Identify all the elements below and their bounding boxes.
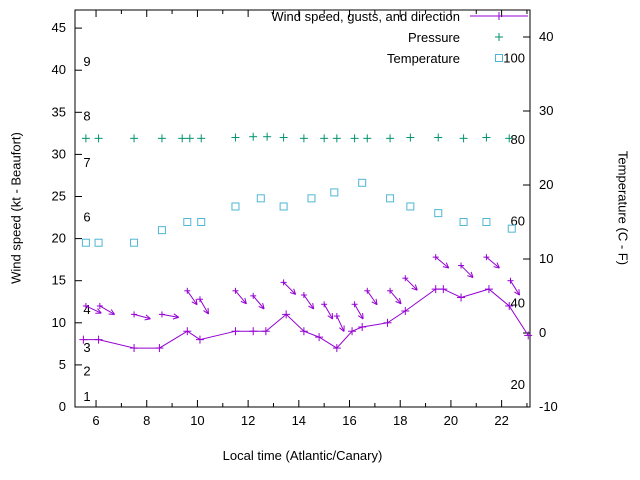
x-tick-label: 12: [241, 413, 255, 428]
y-left-tick-label: 5: [59, 357, 66, 372]
x-tick-label: 20: [444, 413, 458, 428]
pressure-series: [81, 132, 514, 143]
x-tick-label: 8: [143, 413, 150, 428]
beaufort-label: 8: [83, 109, 90, 124]
legend-label-wind: Wind speed, gusts, and direction: [271, 8, 460, 24]
pressure-scale-label: 20: [511, 377, 525, 392]
legend-item-pressure: Pressure: [408, 27, 528, 47]
beaufort-scale-labels: 1 2 3 4 6 7 8 9: [83, 54, 90, 404]
y-left-tick-label: 25: [52, 189, 66, 204]
y-left-tick-label: 0: [59, 399, 66, 414]
y-right-tick-label: -10: [539, 399, 558, 414]
y-right-tick-label: 10: [539, 251, 553, 266]
beaufort-label: 1: [83, 389, 90, 404]
y-right-axis-ticks: -10 0 10 20 30 40: [523, 29, 558, 414]
y-left-tick-label: 10: [52, 315, 66, 330]
beaufort-label: 6: [83, 210, 90, 225]
pressure-scale-label: 100: [503, 50, 525, 65]
y-left-tick-label: 30: [52, 146, 66, 161]
x-tick-label: 10: [190, 413, 204, 428]
y-left-tick-label: 20: [52, 231, 66, 246]
y-right-tick-label: 20: [539, 177, 553, 192]
legend-label-temperature: Temperature: [387, 50, 460, 66]
y-left-axis-ticks: 0 5 10 15 20 25 30 35 40 45: [52, 20, 82, 414]
beaufort-label: 2: [83, 364, 90, 379]
y-right-tick-label: 40: [539, 29, 553, 44]
y-right-tick-label: 0: [539, 325, 546, 340]
beaufort-label: 3: [83, 340, 90, 355]
y-left-tick-label: 15: [52, 273, 66, 288]
beaufort-label: 9: [83, 54, 90, 69]
beaufort-label: 7: [83, 155, 90, 170]
y-left-tick-label: 40: [52, 62, 66, 77]
wind-speed-series: [79, 285, 533, 353]
pressure-scale-label: 60: [511, 214, 525, 229]
legend-sample-temperature-square-icon: [470, 51, 528, 65]
legend-sample-wind-line-icon: [470, 9, 528, 23]
legend-item-temperature: Temperature: [387, 48, 528, 68]
y-axis-title-right: Temperature (C - F): [615, 150, 631, 266]
y-axis-title-left: Wind speed (kt - Beaufort): [8, 132, 24, 284]
y-left-tick-label: 35: [52, 104, 66, 119]
y-right-tick-label: 30: [539, 103, 553, 118]
plot-border: [74, 9, 531, 408]
legend-label-pressure: Pressure: [407, 29, 460, 45]
x-tick-label: 14: [292, 413, 306, 428]
y-left-tick-label: 45: [52, 20, 66, 35]
x-tick-label: 22: [494, 413, 508, 428]
temperature-series: [81, 178, 516, 247]
x-tick-label: 16: [342, 413, 356, 428]
x-tick-label: 6: [92, 413, 99, 428]
beaufort-label: 4: [83, 302, 90, 317]
pressure-scale-labels: 20 40 60 80 100: [503, 50, 525, 392]
legend-sample-pressure-plus-icon: [470, 30, 528, 44]
x-axis-title: Local time (Atlantic/Canary): [222, 448, 383, 463]
pressure-scale-label: 40: [511, 295, 525, 310]
pressure-scale-label: 80: [511, 132, 525, 147]
gust-direction-arrows: [82, 254, 520, 332]
legend-item-wind: Wind speed, gusts, and direction: [271, 6, 528, 26]
x-tick-label: 18: [393, 413, 407, 428]
x-axis-ticks: 6 8 10 12 14 16 18 20 22: [92, 10, 528, 428]
